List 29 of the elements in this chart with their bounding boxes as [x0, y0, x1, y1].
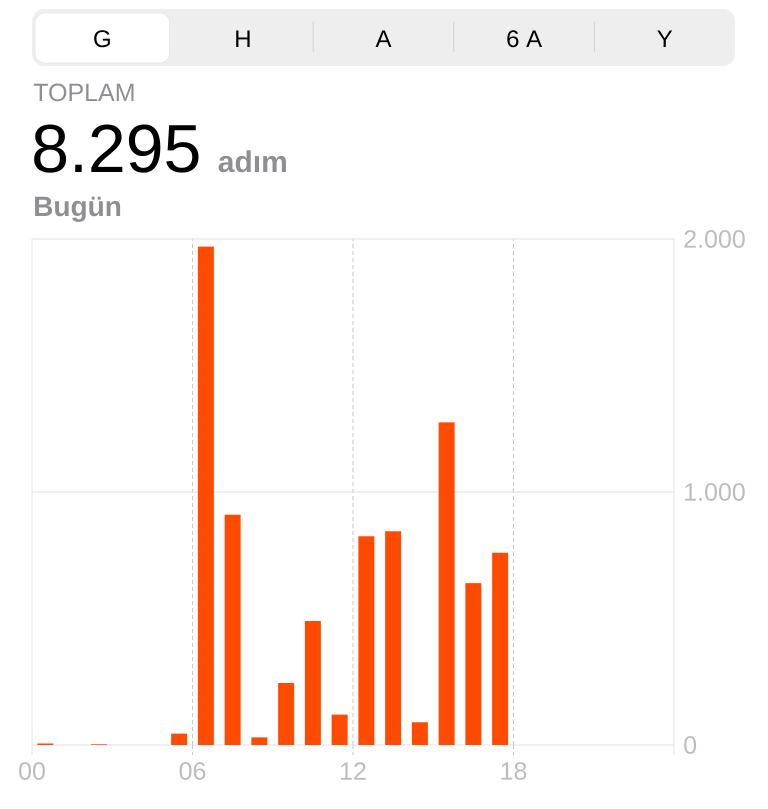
y-tick-label: 1.000: [685, 483, 745, 501]
text: TOPLAM: [34, 84, 134, 102]
bar: [171, 734, 188, 745]
bar: [438, 422, 455, 745]
x-tick-label: 18: [502, 762, 526, 780]
bar: [385, 531, 402, 745]
bar: [492, 552, 508, 745]
bar: [465, 583, 482, 745]
bar: [358, 536, 374, 745]
bar: [304, 621, 321, 745]
bar: [224, 514, 241, 745]
bar: [251, 737, 268, 745]
text: A: [376, 30, 392, 47]
chart-title: 8.295: [34, 124, 198, 173]
chart-subtitle: Bugün: [35, 196, 120, 222]
text: Y: [657, 30, 672, 47]
text: H: [236, 30, 250, 47]
x-tick-label: 00: [19, 762, 45, 780]
x-tick-label: 12: [341, 762, 366, 780]
text: 6 A: [507, 30, 542, 48]
text: adım: [218, 150, 286, 172]
bar: [332, 714, 348, 745]
text: G: [94, 30, 110, 48]
bar: [412, 722, 428, 745]
bar: [198, 246, 214, 745]
y-tick-label: 0: [684, 736, 696, 754]
y-tick-label: 2.000: [684, 230, 745, 248]
bar: [278, 683, 294, 745]
x-tick-label: 06: [180, 762, 206, 780]
